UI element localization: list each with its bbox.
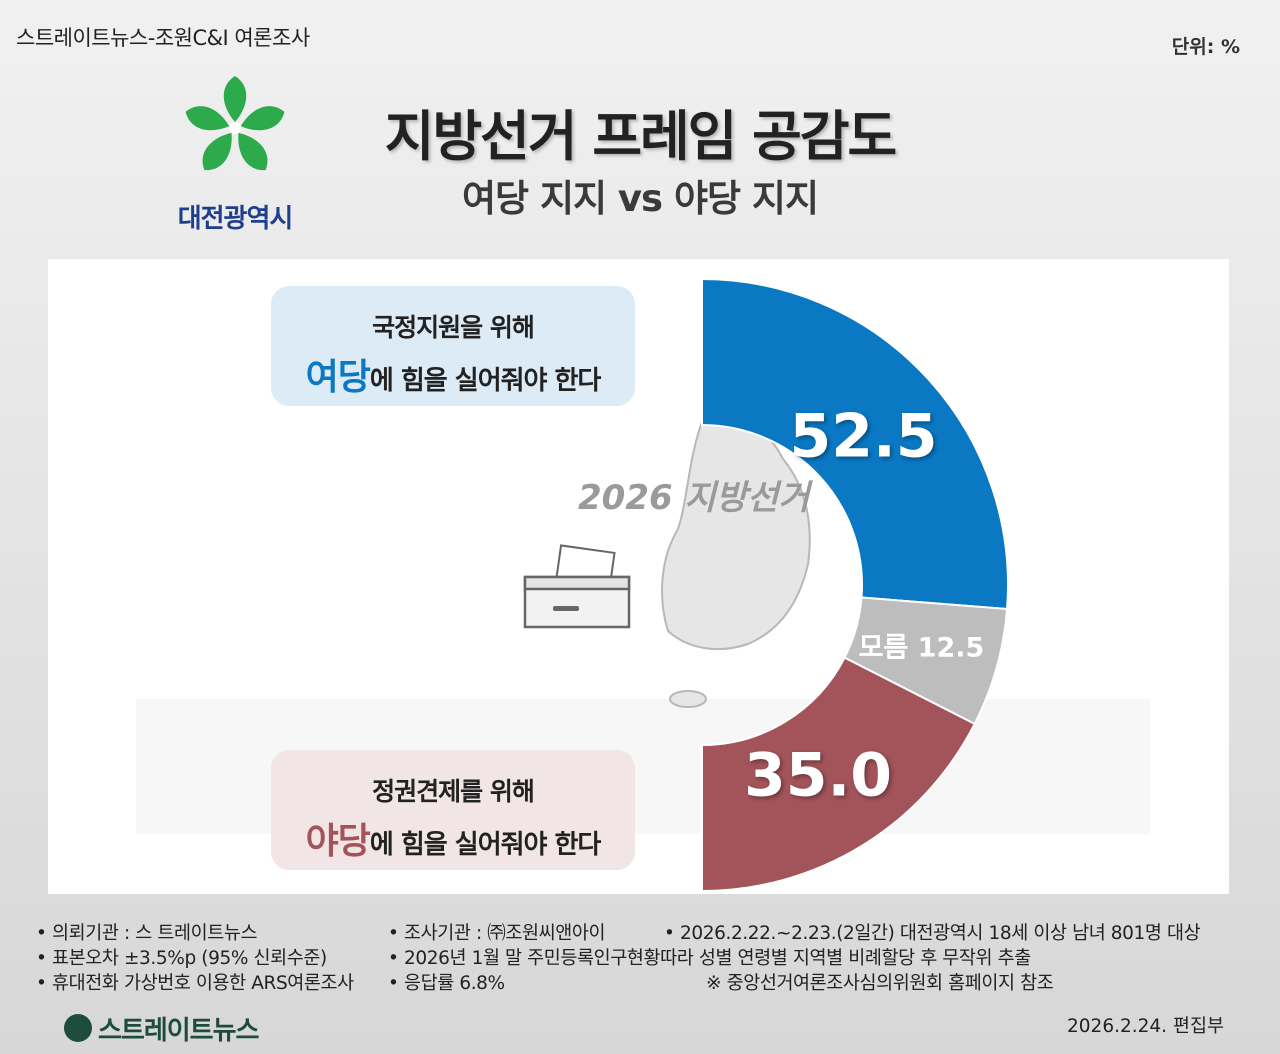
illustration-caption: 2026 지방선거	[578, 478, 813, 518]
opposition-callout-line2: 에 힘을 실어줘야 한다	[369, 830, 601, 860]
korea-map-illustration	[661, 415, 811, 708]
note-reference: ※ 중앙선거여론조사심의위원회 홈페이지 참조	[706, 973, 1054, 994]
note-period: • 2026.2.22.~2.23.(2일간) 대전광역시 18세 이상 남녀 …	[664, 923, 1201, 944]
ruling-party-callout: 국정지원을 위해 여당에 힘을 실어줘야 한다	[271, 286, 635, 406]
slice-opposition	[701, 656, 976, 893]
donut-chart: 2026 지방선거 52.5 모름 12.5 35.0	[136, 277, 1150, 893]
slice-ruling	[701, 277, 1009, 611]
opposition-emphasis: 야당	[305, 821, 371, 862]
ruling-emphasis: 여당	[305, 357, 371, 398]
note-response-rate: • 응답률 6.8%	[388, 973, 505, 994]
label-opposition-value: 35.0	[744, 740, 892, 810]
label-ruling-value: 52.5	[790, 402, 938, 472]
sub-title: 여당 지지 vs 야당 지지	[462, 177, 819, 220]
opposition-callout-line1: 정권견제를 위해	[372, 777, 535, 806]
note-agency: • 조사기관 : ㈜조원씨앤아이	[388, 923, 606, 944]
note-client: • 의뢰기관 : 스 트레이트뉴스	[36, 923, 258, 944]
label-unknown-value: 모름 12.5	[859, 632, 985, 663]
daejeon-logo: 대전광역시	[160, 70, 310, 235]
unit-label: 단위: %	[1171, 36, 1240, 58]
note-error-margin: • 표본오차 ±3.5%p (95% 신뢰수준)	[36, 948, 327, 969]
logo-text: 대전광역시	[177, 204, 294, 234]
opposition-party-callout: 정권견제를 위해 야당에 힘을 실어줘야 한다	[271, 750, 635, 870]
ruling-callout-line1: 국정지원을 위해	[372, 313, 535, 342]
note-method: • 휴대전화 가상번호 이용한 ARS여론조사	[36, 973, 354, 994]
publish-date: 2026.2.24. 편집부	[1067, 1016, 1224, 1037]
chart-panel: 2026 지방선거 52.5 모름 12.5 35.0 국정지원을 위해 여당에 힘…	[48, 259, 1229, 894]
main-title: 지방선거 프레임 공감도	[384, 105, 897, 168]
brand-s-icon	[64, 1014, 92, 1042]
ruling-callout-line2: 에 힘을 실어줘야 한다	[369, 366, 601, 396]
ballot-box-icon	[523, 544, 631, 629]
brand-text: 스트레이트뉴스	[98, 1016, 259, 1046]
green-star-emblem-icon	[182, 76, 288, 177]
note-sampling: • 2026년 1월 말 주민등록인구현황따라 성별 연령별 지역별 비례할당 …	[388, 948, 1031, 969]
source-title: 스트레이트뉴스-조원C&I 여론조사	[16, 26, 310, 50]
survey-notes: • 의뢰기관 : 스 트레이트뉴스 • 조사기관 : ㈜조원씨앤아이 • 202…	[36, 915, 1256, 995]
